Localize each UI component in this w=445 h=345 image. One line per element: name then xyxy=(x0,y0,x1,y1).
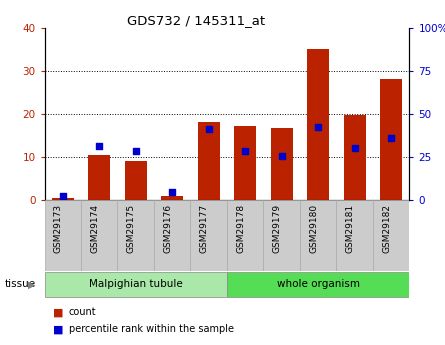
Text: ■: ■ xyxy=(53,325,64,334)
Text: tissue: tissue xyxy=(4,279,36,289)
Text: percentile rank within the sample: percentile rank within the sample xyxy=(69,325,234,334)
Text: GDS732 / 145311_at: GDS732 / 145311_at xyxy=(127,14,265,27)
Point xyxy=(315,124,322,130)
Text: GSM29180: GSM29180 xyxy=(309,204,318,253)
Bar xyxy=(190,200,227,271)
Text: GSM29178: GSM29178 xyxy=(236,204,245,253)
Point xyxy=(96,144,103,149)
Bar xyxy=(117,200,154,271)
Bar xyxy=(300,200,336,271)
Text: count: count xyxy=(69,307,97,317)
Bar xyxy=(44,272,227,297)
Text: ■: ■ xyxy=(53,307,64,317)
Text: GSM29181: GSM29181 xyxy=(346,204,355,253)
Bar xyxy=(52,198,74,200)
Text: GSM29176: GSM29176 xyxy=(163,204,172,253)
Point xyxy=(205,126,212,132)
Text: GSM29173: GSM29173 xyxy=(54,204,63,253)
Bar xyxy=(307,49,329,200)
Bar xyxy=(227,200,263,271)
Point xyxy=(278,153,285,159)
Point xyxy=(132,148,139,153)
Bar xyxy=(380,79,402,200)
Text: ▶: ▶ xyxy=(28,279,36,289)
Point xyxy=(351,146,358,151)
Bar xyxy=(234,126,256,200)
Point xyxy=(59,193,66,199)
Bar xyxy=(198,122,220,200)
Bar xyxy=(336,200,373,271)
Bar xyxy=(263,200,300,271)
Bar xyxy=(227,272,409,297)
Bar xyxy=(154,200,190,271)
Text: Malpighian tubule: Malpighian tubule xyxy=(89,279,182,289)
Bar xyxy=(271,128,293,200)
Bar xyxy=(44,200,81,271)
Bar xyxy=(373,200,409,271)
Bar xyxy=(125,161,147,200)
Bar xyxy=(81,200,117,271)
Text: GSM29175: GSM29175 xyxy=(127,204,136,253)
Text: GSM29182: GSM29182 xyxy=(382,204,391,253)
Text: GSM29174: GSM29174 xyxy=(90,204,99,253)
Point xyxy=(388,135,395,140)
Text: GSM29177: GSM29177 xyxy=(200,204,209,253)
Bar xyxy=(88,155,110,200)
Bar xyxy=(344,115,366,200)
Point xyxy=(242,148,249,153)
Text: GSM29179: GSM29179 xyxy=(273,204,282,253)
Text: whole organism: whole organism xyxy=(277,279,360,289)
Bar xyxy=(161,196,183,200)
Point xyxy=(169,190,176,195)
